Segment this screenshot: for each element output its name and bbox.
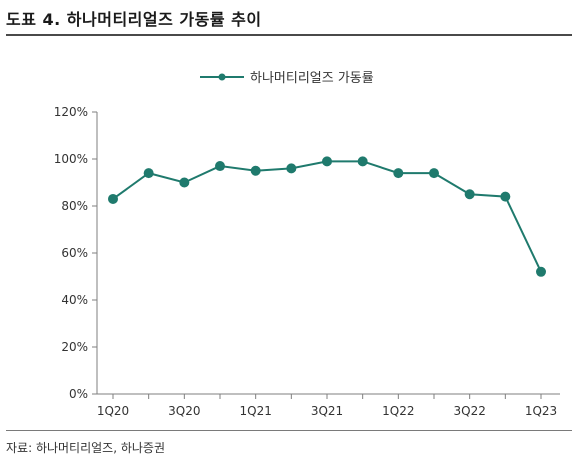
y-tick-label: 0%: [69, 387, 88, 401]
data-point: [536, 266, 546, 277]
series-line: [112, 160, 542, 273]
data-point: [322, 156, 332, 167]
legend: 하나머티리얼즈 가동률: [200, 71, 374, 86]
legend-label: 하나머티리얼즈 가동률: [250, 71, 374, 86]
data-point: [429, 168, 439, 179]
footer-divider: [6, 430, 572, 431]
data-point: [108, 193, 118, 204]
data-point: [143, 168, 154, 179]
series-group: [108, 156, 546, 277]
data-point: [393, 168, 404, 179]
data-point: [464, 189, 475, 200]
y-tick-label: 100%: [54, 152, 88, 166]
data-point: [250, 165, 261, 176]
data-point: [179, 177, 190, 188]
source-note: 자료: 하나머티리얼즈, 하나증권: [6, 441, 166, 455]
x-tick-label: 3Q22: [453, 404, 485, 418]
y-tick-label: 120%: [54, 105, 88, 119]
data-point: [215, 161, 225, 172]
x-tick-label: 1Q23: [525, 404, 557, 418]
y-tick-label: 80%: [61, 199, 88, 213]
x-tick-label: 1Q21: [239, 404, 271, 418]
title-divider: [6, 34, 572, 36]
x-tick-label: 3Q21: [311, 404, 343, 418]
y-tick-label: 20%: [61, 340, 88, 354]
data-point: [500, 191, 511, 202]
y-axis: 0% 20% 40% 60% 80% 100% 120%: [54, 105, 98, 401]
data-point: [286, 163, 297, 174]
x-axis: 1Q20 3Q20 1Q21 3Q21 1Q22 3Q22 1Q23: [97, 393, 560, 418]
legend-marker: [218, 73, 226, 81]
y-tick-label: 60%: [61, 246, 88, 260]
data-point: [357, 156, 368, 167]
y-tick-label: 40%: [61, 293, 88, 307]
chart-title: 도표 4. 하나머티리얼즈 가동률 추이: [6, 10, 262, 29]
x-tick-label: 3Q20: [168, 404, 200, 418]
x-tick-label: 1Q22: [382, 404, 414, 418]
x-tick-label: 1Q20: [97, 404, 129, 418]
